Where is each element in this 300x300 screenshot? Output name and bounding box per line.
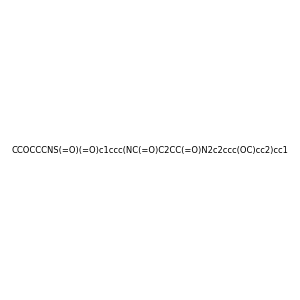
Text: CCOCCCNS(=O)(=O)c1ccc(NC(=O)C2CC(=O)N2c2ccc(OC)cc2)cc1: CCOCCCNS(=O)(=O)c1ccc(NC(=O)C2CC(=O)N2c2…: [12, 146, 288, 154]
